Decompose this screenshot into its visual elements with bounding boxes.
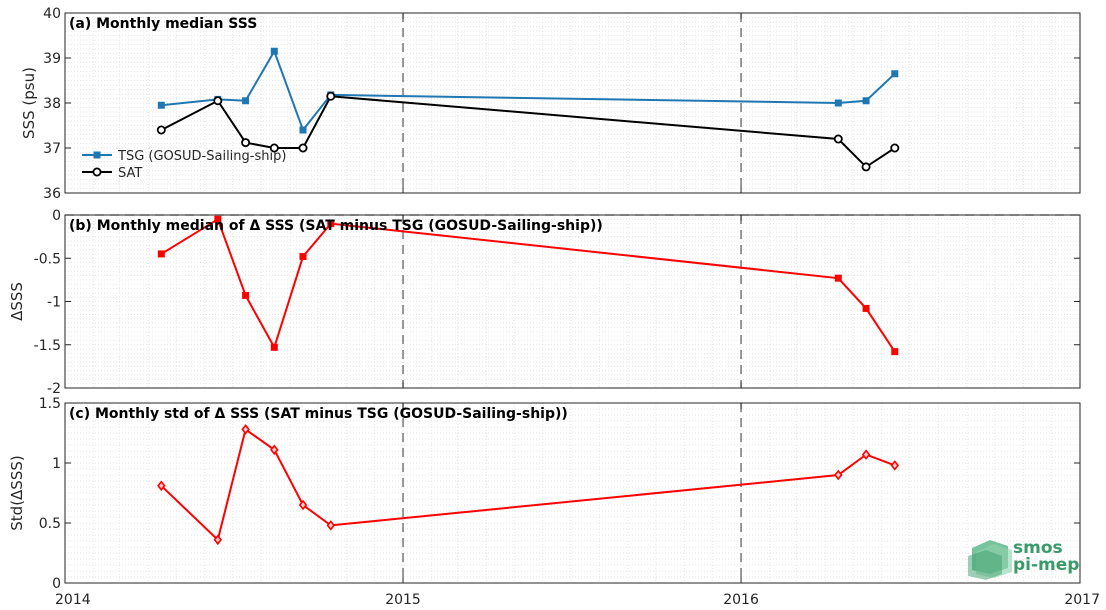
- y-tick-label: 39: [43, 51, 61, 67]
- data-point: [862, 304, 870, 312]
- chart-panel-2: -2 -1.5 -1 -0.5 0 ΔSSS (b) Monthly median of Δ…: [8, 208, 1081, 397]
- data-point: [156, 125, 166, 135]
- y-axis-label: SSS (psu): [20, 67, 38, 139]
- data-point: [270, 47, 278, 55]
- data-point: [833, 134, 843, 144]
- data-point: [213, 534, 223, 546]
- logo-line2: pi-mep: [1013, 555, 1079, 575]
- series-1: [157, 47, 899, 134]
- data-point: [157, 101, 165, 109]
- data-point: [213, 96, 223, 106]
- data-point: [241, 424, 250, 435]
- x-tick-label: 2017: [1064, 592, 1100, 608]
- legend-swatch-marker: [92, 167, 102, 177]
- data-point: [270, 343, 278, 351]
- data-point: [834, 274, 842, 282]
- data-point: [891, 348, 899, 356]
- axes-frame: [64, 402, 1081, 584]
- y-tick-label: -2: [47, 381, 61, 397]
- data-point: [269, 143, 279, 153]
- data-point: [862, 97, 870, 105]
- data-point: [890, 143, 900, 153]
- data-point: [891, 70, 899, 78]
- grid: [64, 403, 1080, 583]
- y-tick-label: 38: [43, 96, 61, 112]
- y-tick-label: 1.5: [39, 396, 61, 412]
- y-axis-label: ΔSSS: [8, 282, 26, 321]
- data-point: [890, 460, 900, 471]
- data-point: [214, 215, 222, 223]
- y-tick-label: -1: [47, 295, 61, 311]
- data-point: [157, 250, 165, 258]
- logo-line1: smos: [1013, 538, 1063, 558]
- x-tick-label: 2016: [723, 592, 759, 608]
- y-tick-label: 0: [52, 576, 61, 592]
- data-point: [834, 469, 843, 481]
- data-point: [242, 97, 250, 105]
- legend-swatch-marker: [93, 151, 101, 159]
- panel-title: (c) Monthly std of Δ SSS (SAT minus TSG …: [69, 406, 568, 422]
- data-point: [299, 253, 307, 261]
- smos-pi-mep-logo: smos pi-mep: [968, 538, 1079, 580]
- series-line: [160, 427, 896, 542]
- panel-title: (a) Monthly median SSS: [69, 16, 257, 32]
- series-1: [157, 215, 899, 356]
- series-1: [157, 424, 900, 546]
- y-tick-label: 0.5: [39, 516, 61, 532]
- data-point: [270, 444, 279, 456]
- chart-panel-3: 0 0.5 1 1.5 2014 2015 2016 2017 Std(ΔSSS) (c) Mon…: [8, 396, 1100, 608]
- data-point: [299, 126, 307, 134]
- data-point: [241, 138, 251, 148]
- logo-emblem-icon: [968, 540, 1012, 580]
- data-point: [157, 480, 166, 492]
- legend-entry: SAT: [118, 166, 142, 181]
- panel-title: (b) Monthly median of Δ SSS (SAT minus T…: [69, 218, 603, 234]
- y-tick-label: 37: [43, 141, 61, 157]
- data-point: [861, 449, 871, 460]
- data-point: [326, 91, 336, 101]
- data-point: [834, 99, 842, 107]
- data-point: [861, 162, 871, 172]
- y-axis-label: Std(ΔSSS): [8, 455, 26, 530]
- x-tick-label: 2014: [55, 592, 91, 608]
- x-tick-label: 2015: [385, 592, 421, 608]
- data-point: [298, 499, 308, 511]
- series-2: [156, 91, 900, 172]
- grid: [64, 215, 1080, 388]
- legend-entry: TSG (GOSUD-Sailing-ship): [117, 149, 286, 164]
- y-tick-label: 40: [43, 6, 61, 22]
- y-tick-label: 1: [52, 456, 61, 472]
- data-point: [326, 520, 336, 531]
- y-tick-label: 0: [52, 208, 61, 224]
- y-tick-label: -1.5: [34, 338, 61, 354]
- data-point: [327, 220, 335, 228]
- series-line: [160, 217, 896, 353]
- series-line: [161, 48, 896, 133]
- chart-panel-1: 36 37 38 39 40 SSS (psu) (a) Monthly median SS…: [20, 6, 1081, 202]
- legend: TSG (GOSUD-Sailing-ship) SAT: [82, 149, 286, 181]
- y-tick-label: -0.5: [34, 251, 61, 267]
- y-tick-label: 36: [43, 186, 61, 202]
- data-point: [298, 143, 308, 153]
- data-point: [242, 291, 250, 299]
